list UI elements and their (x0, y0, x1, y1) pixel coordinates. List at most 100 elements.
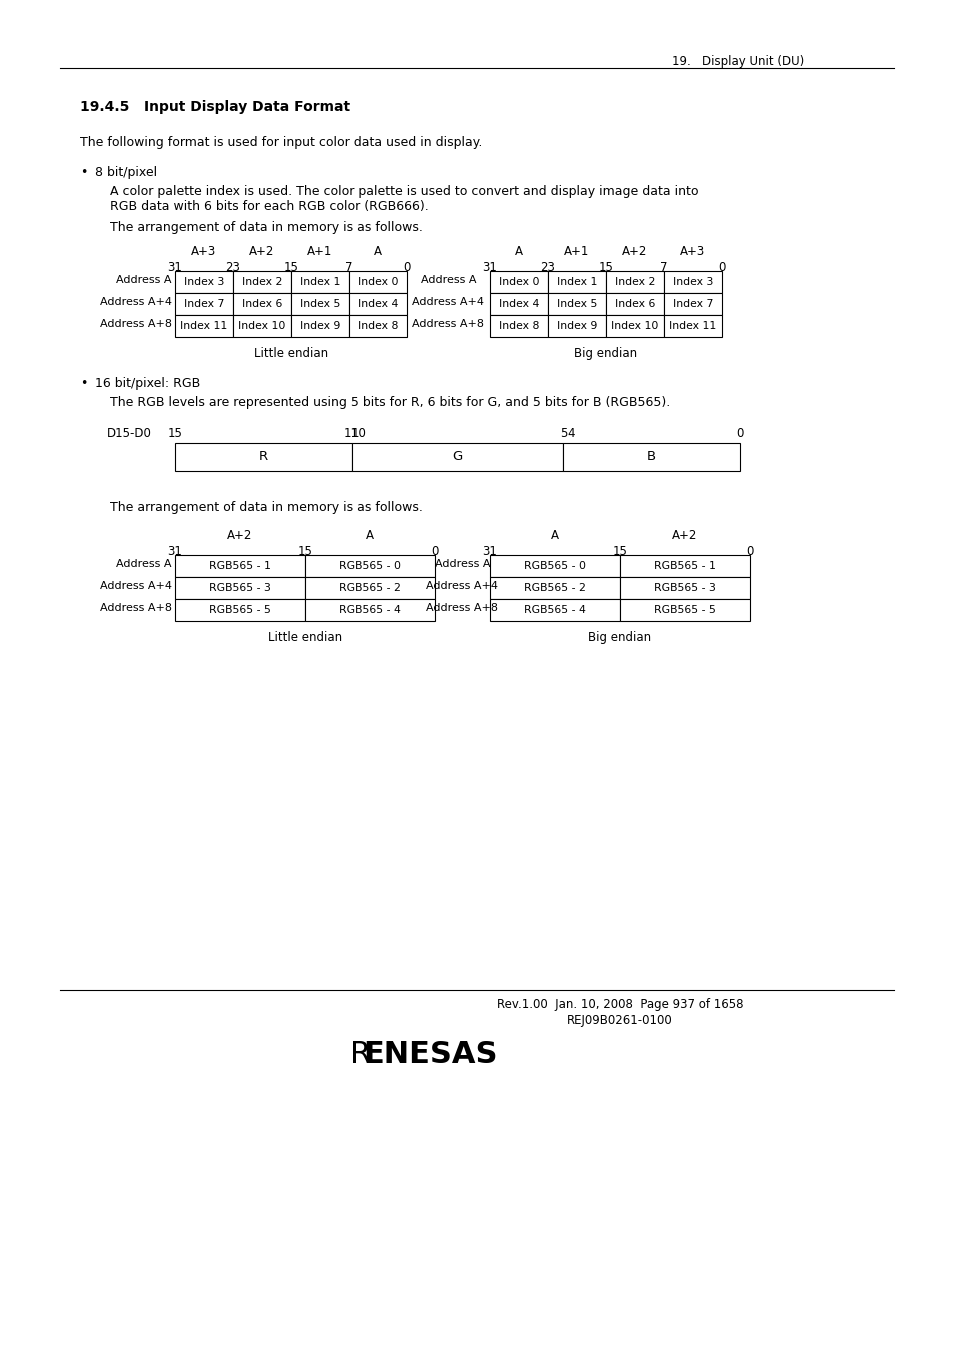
Text: A: A (374, 244, 381, 258)
Bar (605, 315, 663, 338)
Bar (233, 315, 291, 338)
Bar (174, 443, 352, 471)
Text: 31: 31 (168, 545, 182, 558)
Text: RGB565 - 0: RGB565 - 0 (523, 562, 585, 571)
Text: •: • (80, 166, 88, 180)
Text: Index 0: Index 0 (357, 277, 397, 288)
Bar (233, 271, 291, 293)
Text: ENESAS: ENESAS (363, 1040, 497, 1069)
Text: 16 bit/pixel: RGB: 16 bit/pixel: RGB (95, 377, 200, 390)
Text: REJ09B0261-0100: REJ09B0261-0100 (566, 1014, 672, 1027)
Text: Index 9: Index 9 (299, 321, 340, 331)
Text: Little endian: Little endian (253, 347, 328, 360)
Text: Address A+4: Address A+4 (100, 297, 172, 306)
Text: Little endian: Little endian (268, 630, 342, 644)
Text: Index 3: Index 3 (184, 277, 224, 288)
Text: Index 8: Index 8 (498, 321, 538, 331)
Bar (349, 271, 407, 293)
Text: Index 7: Index 7 (672, 298, 713, 309)
Bar (605, 293, 663, 315)
Text: 7: 7 (345, 261, 353, 274)
Text: Index 10: Index 10 (238, 321, 285, 331)
Text: RGB565 - 1: RGB565 - 1 (209, 562, 271, 571)
Text: R: R (350, 1040, 371, 1069)
Text: Index 0: Index 0 (498, 277, 538, 288)
Bar (490, 315, 547, 338)
Text: G: G (452, 451, 462, 463)
Text: Address A+4: Address A+4 (412, 297, 484, 306)
Text: 10: 10 (352, 427, 367, 440)
Text: A+2: A+2 (249, 244, 274, 258)
Bar (174, 599, 305, 621)
Text: •: • (80, 377, 88, 390)
Text: The following format is used for input color data used in display.: The following format is used for input c… (80, 136, 482, 148)
Bar (174, 576, 305, 599)
Text: A+2: A+2 (227, 529, 253, 541)
Bar (174, 271, 233, 293)
Bar (291, 293, 349, 315)
Text: Index 6: Index 6 (614, 298, 655, 309)
Text: Address A+8: Address A+8 (412, 319, 484, 329)
Text: A+1: A+1 (307, 244, 333, 258)
Text: A color palette index is used. The color palette is used to convert and display : A color palette index is used. The color… (110, 185, 698, 198)
Bar (547, 293, 605, 315)
Bar (490, 599, 619, 621)
Bar (605, 271, 663, 293)
Bar (619, 555, 749, 576)
Text: RGB565 - 4: RGB565 - 4 (523, 605, 585, 616)
Text: RGB565 - 2: RGB565 - 2 (523, 583, 585, 593)
Bar (490, 555, 619, 576)
Text: Index 7: Index 7 (184, 298, 224, 309)
Text: RGB565 - 4: RGB565 - 4 (338, 605, 400, 616)
Text: RGB565 - 3: RGB565 - 3 (209, 583, 271, 593)
Bar (547, 271, 605, 293)
Text: Address A: Address A (116, 275, 172, 285)
Text: Index 6: Index 6 (241, 298, 282, 309)
Text: 15: 15 (612, 545, 627, 558)
Bar (619, 576, 749, 599)
Text: Index 2: Index 2 (241, 277, 282, 288)
Text: 23: 23 (225, 261, 240, 274)
Text: 31: 31 (482, 545, 497, 558)
Bar (305, 555, 435, 576)
Text: Index 5: Index 5 (557, 298, 597, 309)
Text: A+2: A+2 (672, 529, 697, 541)
Bar (490, 293, 547, 315)
Text: Address A+8: Address A+8 (426, 603, 498, 613)
Text: Index 11: Index 11 (669, 321, 716, 331)
Bar (291, 271, 349, 293)
Bar (663, 315, 721, 338)
Bar (291, 315, 349, 338)
Text: Address A+4: Address A+4 (100, 580, 172, 591)
Text: 4: 4 (567, 427, 575, 440)
Text: 0: 0 (736, 427, 743, 440)
Text: 11: 11 (344, 427, 358, 440)
Bar (233, 293, 291, 315)
Bar (490, 576, 619, 599)
Text: 31: 31 (168, 261, 182, 274)
Text: A+1: A+1 (564, 244, 589, 258)
Text: Index 9: Index 9 (557, 321, 597, 331)
Text: 15: 15 (168, 427, 182, 440)
Text: Index 1: Index 1 (299, 277, 340, 288)
Bar (305, 576, 435, 599)
Bar (663, 293, 721, 315)
Text: B: B (646, 451, 656, 463)
Bar (174, 315, 233, 338)
Text: 15: 15 (598, 261, 613, 274)
Text: Address A: Address A (420, 275, 476, 285)
Text: RGB565 - 5: RGB565 - 5 (209, 605, 271, 616)
Text: Address A+8: Address A+8 (100, 603, 172, 613)
Text: Index 2: Index 2 (614, 277, 655, 288)
Text: 15: 15 (283, 261, 298, 274)
Text: The RGB levels are represented using 5 bits for R, 6 bits for G, and 5 bits for : The RGB levels are represented using 5 b… (110, 396, 670, 409)
Bar (174, 293, 233, 315)
Bar (174, 555, 305, 576)
Bar (619, 599, 749, 621)
Text: 8 bit/pixel: 8 bit/pixel (95, 166, 157, 180)
Text: 15: 15 (297, 545, 313, 558)
Text: Big endian: Big endian (588, 630, 651, 644)
Text: Rev.1.00  Jan. 10, 2008  Page 937 of 1658: Rev.1.00 Jan. 10, 2008 Page 937 of 1658 (497, 998, 742, 1011)
Text: Index 3: Index 3 (672, 277, 713, 288)
Text: 7: 7 (659, 261, 667, 274)
